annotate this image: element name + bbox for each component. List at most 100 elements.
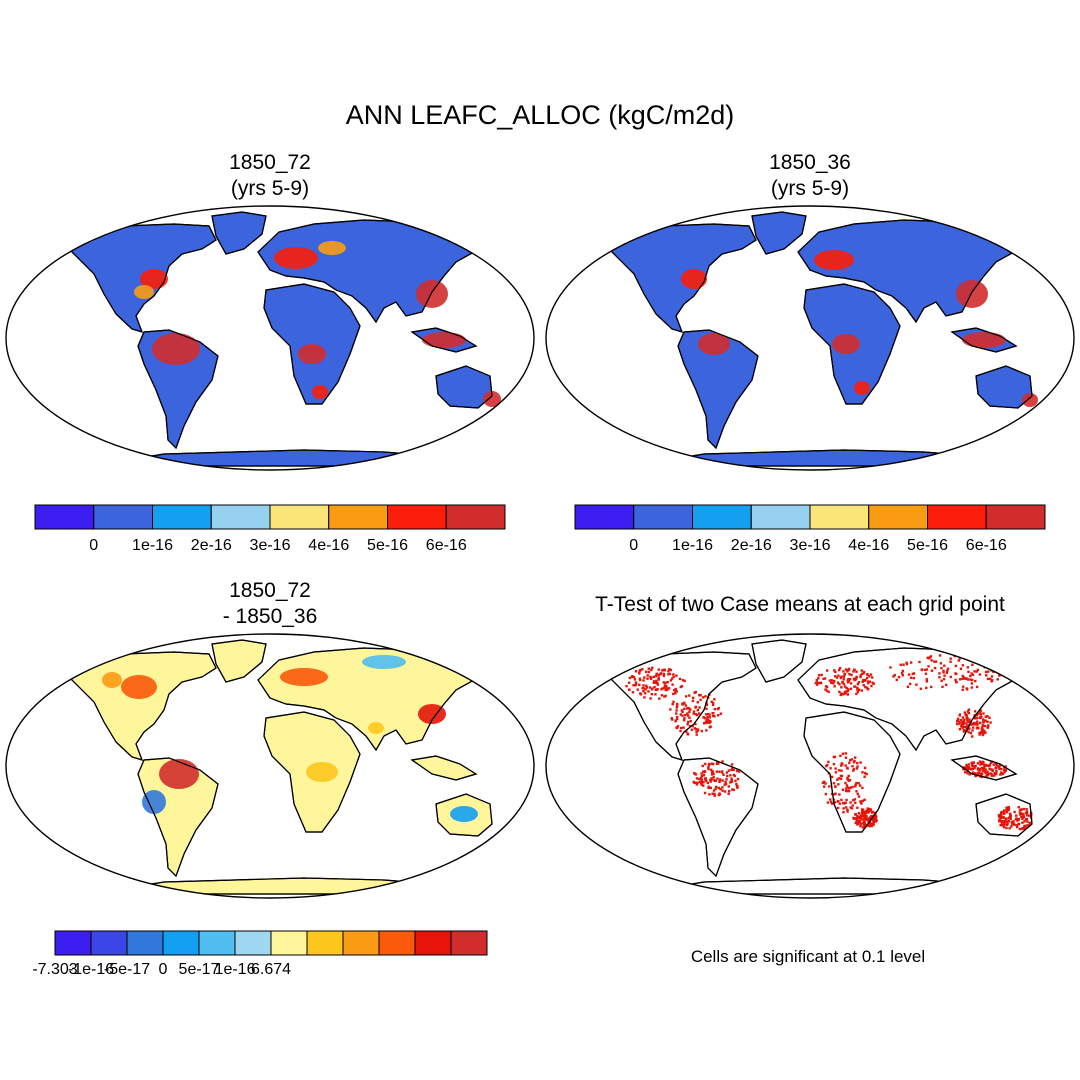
map-border <box>545 633 1075 899</box>
significant-cell <box>832 755 836 759</box>
significant-cell <box>641 668 644 671</box>
significant-cell <box>705 713 708 716</box>
significant-cell <box>844 752 848 755</box>
panel-2-title: 1850_36 (yrs 5-9) <box>660 150 960 202</box>
significant-cell <box>832 762 836 766</box>
significant-cell <box>838 666 842 670</box>
colorbar-tick-label: 6.674 <box>250 961 292 978</box>
coastline <box>643 877 986 895</box>
significant-cell <box>844 756 848 759</box>
significant-cell <box>724 780 727 784</box>
significant-cell <box>701 770 705 773</box>
significant-cell <box>840 675 843 678</box>
significant-cell <box>1006 822 1009 825</box>
significant-cell <box>627 688 631 691</box>
significant-cell <box>664 681 667 685</box>
significant-cell <box>842 682 846 686</box>
significant-cell <box>727 785 731 788</box>
colorbar-tick-label: 3e-16 <box>249 537 291 554</box>
significant-cell <box>966 678 970 681</box>
significant-cell <box>851 799 855 802</box>
significant-cell <box>966 720 970 724</box>
significant-cell <box>984 719 987 722</box>
significant-cell <box>686 714 690 717</box>
significant-cell <box>704 777 707 781</box>
significant-cell <box>638 671 641 674</box>
significant-cell <box>989 761 993 765</box>
significant-cell <box>933 660 936 663</box>
significant-cell <box>978 731 981 735</box>
significant-cell <box>685 707 689 710</box>
value-region <box>1022 393 1038 407</box>
significant-cell <box>842 678 845 681</box>
value-region <box>318 241 346 255</box>
colorbar-swatch <box>378 930 416 956</box>
significant-cell <box>641 686 644 690</box>
significant-cell <box>696 701 699 704</box>
significant-cell <box>843 690 847 694</box>
significant-cell <box>862 678 865 682</box>
significant-cell <box>847 778 850 782</box>
significant-cell <box>942 669 945 673</box>
map-panel-1850-72 <box>5 205 535 471</box>
significant-cell <box>1000 824 1004 827</box>
significant-cell <box>690 728 694 732</box>
significant-cell <box>724 782 728 786</box>
significant-cell <box>692 712 695 715</box>
significant-cell <box>694 722 697 726</box>
significant-cell <box>675 674 678 677</box>
panel-3-title: 1850_72 - 1850_36 <box>120 578 420 630</box>
significant-cell <box>854 678 858 681</box>
significant-cell <box>1020 815 1023 819</box>
significant-cell <box>975 685 979 689</box>
significant-cell <box>827 690 830 694</box>
significant-cell <box>972 772 975 775</box>
significant-cell <box>721 786 724 789</box>
significant-cell <box>859 800 862 803</box>
significant-cell <box>859 823 862 826</box>
significant-cell <box>688 694 691 697</box>
significant-cell <box>1025 807 1028 811</box>
significant-cell <box>999 811 1003 815</box>
significant-cell <box>657 673 660 677</box>
significant-cell <box>990 774 994 778</box>
significant-cell <box>992 763 995 766</box>
significant-cell <box>970 723 973 726</box>
significant-cell <box>858 784 862 787</box>
significant-cell <box>838 793 841 796</box>
significant-cell <box>986 772 990 775</box>
significant-cell <box>680 726 683 730</box>
significant-cell <box>847 774 850 778</box>
significant-cell <box>989 721 992 724</box>
significant-cell <box>705 729 708 732</box>
panel-3-title-line2: - 1850_36 <box>222 605 318 628</box>
significant-cell <box>925 678 928 681</box>
significant-cell <box>722 773 725 776</box>
significant-cell <box>698 694 701 697</box>
significant-cell <box>647 690 650 693</box>
significant-cell <box>1017 818 1021 821</box>
colorbar-tick-label: -5e-17 <box>103 961 151 978</box>
significant-cell <box>862 815 866 818</box>
significant-cell <box>696 708 700 712</box>
significant-cell <box>970 672 973 675</box>
significant-cell <box>969 678 972 681</box>
coastline <box>263 283 361 405</box>
significant-cell <box>981 762 984 766</box>
significant-cell <box>989 677 992 681</box>
significant-cell <box>823 780 826 784</box>
significant-cell <box>855 692 858 696</box>
significant-cell <box>861 826 865 829</box>
significant-cell <box>857 782 860 785</box>
significant-cell <box>847 667 851 671</box>
significant-cell <box>982 712 985 715</box>
significant-cell <box>1003 771 1006 774</box>
significant-cell <box>993 774 996 777</box>
significant-cell <box>856 792 859 796</box>
significant-cell <box>696 781 699 785</box>
significant-cell <box>899 663 902 666</box>
significant-cell <box>854 785 857 788</box>
colorbar-swatch <box>126 930 164 956</box>
significant-cell <box>946 667 950 671</box>
significant-cell <box>992 670 995 674</box>
